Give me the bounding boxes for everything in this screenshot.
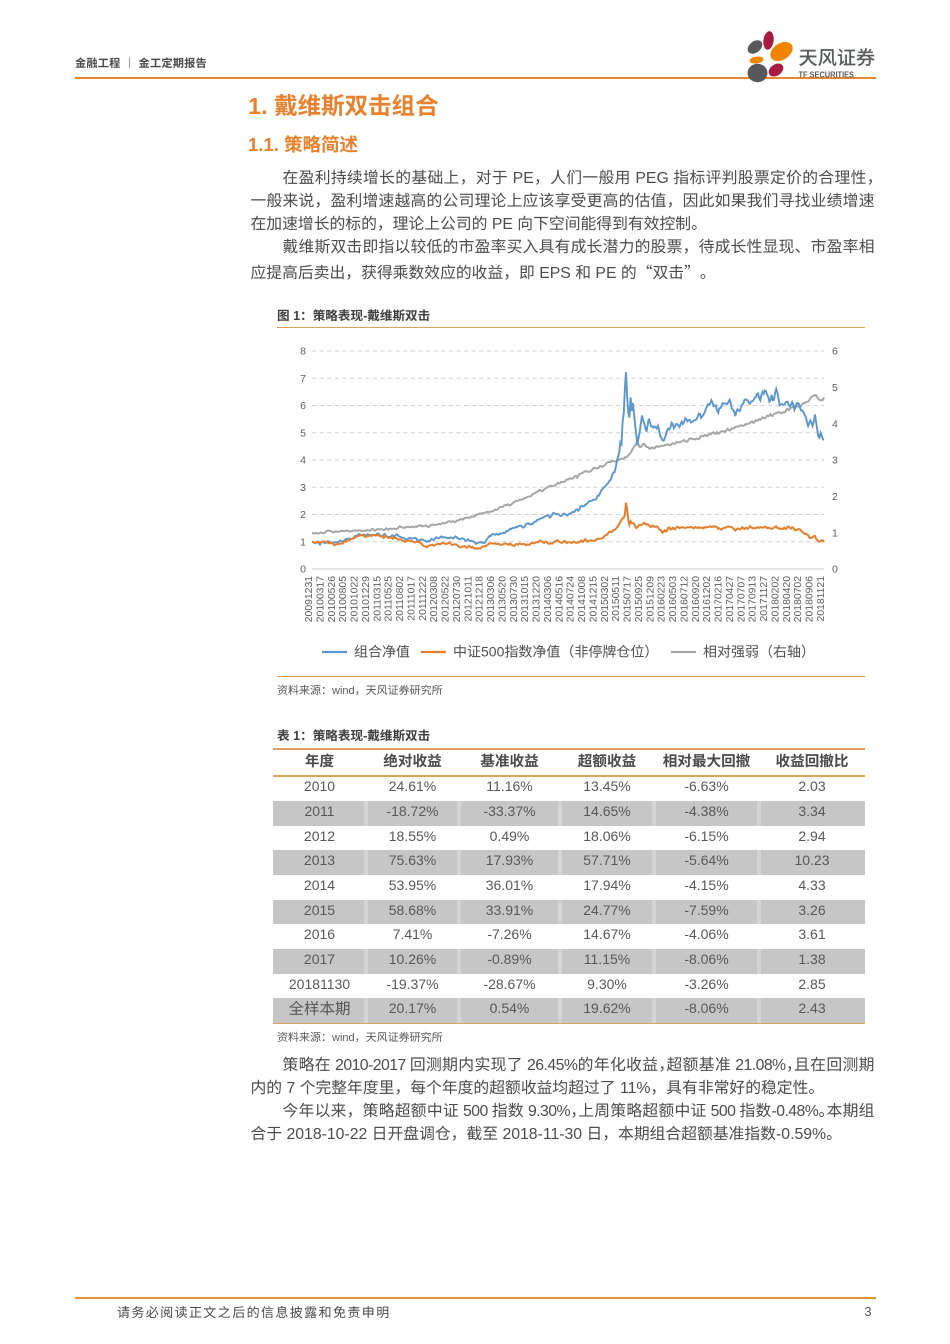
- svg-text:5: 5: [300, 427, 306, 439]
- svg-text:0: 0: [832, 564, 838, 576]
- svg-text:20161202: 20161202: [702, 576, 713, 622]
- svg-text:3: 3: [300, 482, 306, 494]
- svg-text:20130730: 20130730: [509, 576, 520, 622]
- svg-text:20170707: 20170707: [736, 576, 747, 622]
- svg-text:20180906: 20180906: [805, 576, 816, 622]
- svg-text:20121218: 20121218: [475, 576, 486, 622]
- svg-text:20101229: 20101229: [361, 576, 372, 622]
- svg-text:20150511: 20150511: [611, 576, 622, 622]
- svg-text:TF SECURITIES: TF SECURITIES: [799, 70, 855, 80]
- svg-text:20180202: 20180202: [771, 576, 782, 622]
- svg-text:4: 4: [300, 455, 306, 467]
- svg-text:1: 1: [832, 527, 838, 539]
- svg-text:2: 2: [300, 509, 306, 521]
- svg-text:20141008: 20141008: [577, 576, 588, 622]
- svg-text:1: 1: [300, 536, 306, 548]
- svg-text:20181121: 20181121: [816, 576, 827, 622]
- svg-text:20140306: 20140306: [543, 576, 554, 622]
- svg-text:20091231: 20091231: [304, 576, 315, 622]
- svg-text:中证500指数净值（非停牌仓位）: 中证500指数净值（非停牌仓位）: [453, 644, 658, 660]
- svg-text:20160712: 20160712: [680, 576, 691, 622]
- svg-text:20100526: 20100526: [327, 576, 338, 622]
- svg-text:3: 3: [832, 455, 838, 467]
- svg-text:0: 0: [300, 564, 306, 576]
- svg-text:20160223: 20160223: [657, 576, 668, 622]
- svg-text:20160503: 20160503: [668, 576, 679, 622]
- svg-text:20101022: 20101022: [350, 576, 361, 622]
- svg-text:20111017: 20111017: [406, 576, 417, 621]
- svg-text:2: 2: [832, 491, 838, 503]
- svg-text:20170427: 20170427: [725, 576, 736, 622]
- svg-text:20170913: 20170913: [748, 576, 759, 622]
- svg-text:20151209: 20151209: [645, 576, 656, 622]
- svg-text:20120308: 20120308: [429, 576, 440, 622]
- svg-text:20110315: 20110315: [372, 576, 383, 622]
- svg-text:组合净值: 组合净值: [354, 644, 410, 660]
- svg-text:20100317: 20100317: [315, 576, 326, 622]
- svg-text:20121011: 20121011: [463, 576, 474, 622]
- svg-text:20140724: 20140724: [566, 576, 577, 622]
- svg-text:20150925: 20150925: [634, 576, 645, 622]
- svg-text:20120522: 20120522: [441, 576, 452, 622]
- svg-text:20130306: 20130306: [486, 576, 497, 622]
- svg-text:6: 6: [832, 346, 838, 358]
- svg-text:7: 7: [300, 373, 306, 385]
- svg-text:20150302: 20150302: [600, 576, 611, 622]
- svg-text:6: 6: [300, 400, 306, 412]
- svg-text:4: 4: [832, 418, 838, 430]
- svg-text:20180420: 20180420: [782, 576, 793, 622]
- svg-text:20160920: 20160920: [691, 576, 702, 622]
- svg-text:20130520: 20130520: [497, 576, 508, 622]
- svg-text:20171127: 20171127: [759, 576, 770, 622]
- svg-text:8: 8: [300, 346, 306, 358]
- svg-text:20131015: 20131015: [520, 576, 531, 622]
- svg-text:20120730: 20120730: [452, 576, 463, 622]
- svg-text:20110525: 20110525: [384, 576, 395, 622]
- svg-text:20131220: 20131220: [532, 576, 543, 622]
- svg-text:20110802: 20110802: [395, 576, 406, 622]
- svg-text:20170216: 20170216: [714, 576, 725, 622]
- svg-text:20180702: 20180702: [793, 576, 804, 622]
- svg-text:20100805: 20100805: [338, 576, 349, 622]
- svg-text:20141215: 20141215: [588, 576, 599, 622]
- svg-text:5: 5: [832, 382, 838, 394]
- svg-text:20150717: 20150717: [623, 576, 634, 622]
- svg-text:天风证券: 天风证券: [799, 42, 876, 70]
- svg-text:20140516: 20140516: [554, 576, 565, 622]
- svg-text:相对强弱（右轴）: 相对强弱（右轴）: [703, 644, 815, 660]
- svg-text:20111222: 20111222: [418, 576, 429, 621]
